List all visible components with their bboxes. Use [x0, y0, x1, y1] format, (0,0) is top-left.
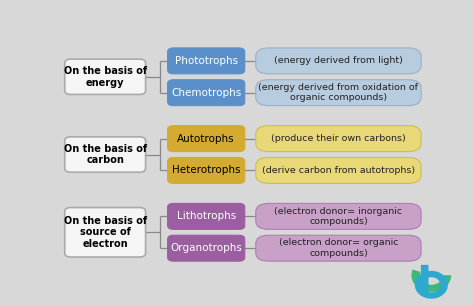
FancyBboxPatch shape — [168, 48, 245, 74]
Text: Autotrophs: Autotrophs — [177, 134, 235, 144]
Text: On the basis of
source of
electron: On the basis of source of electron — [64, 216, 147, 249]
FancyBboxPatch shape — [65, 207, 146, 257]
Text: Chemotrophs: Chemotrophs — [171, 88, 241, 98]
FancyBboxPatch shape — [168, 235, 245, 261]
FancyBboxPatch shape — [65, 137, 146, 172]
Text: (electron donor= organic
compounds): (electron donor= organic compounds) — [279, 238, 398, 258]
Text: (energy derived from oxidation of
organic compounds): (energy derived from oxidation of organi… — [258, 83, 419, 103]
FancyBboxPatch shape — [168, 126, 245, 151]
Text: Organotrophs: Organotrophs — [170, 243, 242, 253]
Text: (derive carbon from autotrophs): (derive carbon from autotrophs) — [262, 166, 415, 175]
Text: Phototrophs: Phototrophs — [174, 56, 238, 66]
FancyBboxPatch shape — [256, 203, 421, 229]
FancyBboxPatch shape — [168, 80, 245, 106]
FancyBboxPatch shape — [168, 203, 245, 229]
Text: (electron donor= inorganic
compounds): (electron donor= inorganic compounds) — [274, 207, 402, 226]
Text: On the basis of
energy: On the basis of energy — [64, 66, 147, 88]
Text: (produce their own carbons): (produce their own carbons) — [271, 134, 406, 143]
Text: Heterotrophs: Heterotrophs — [172, 166, 240, 175]
Text: (energy derived from light): (energy derived from light) — [274, 56, 403, 65]
Wedge shape — [415, 271, 448, 299]
FancyBboxPatch shape — [256, 235, 421, 261]
FancyBboxPatch shape — [256, 126, 421, 151]
FancyBboxPatch shape — [421, 265, 428, 294]
Text: On the basis of
carbon: On the basis of carbon — [64, 144, 147, 165]
FancyBboxPatch shape — [256, 48, 421, 74]
Text: Lithotrophs: Lithotrophs — [176, 211, 236, 221]
FancyBboxPatch shape — [256, 80, 421, 106]
Wedge shape — [411, 270, 451, 292]
FancyBboxPatch shape — [256, 158, 421, 183]
FancyBboxPatch shape — [65, 59, 146, 95]
FancyBboxPatch shape — [168, 158, 245, 183]
